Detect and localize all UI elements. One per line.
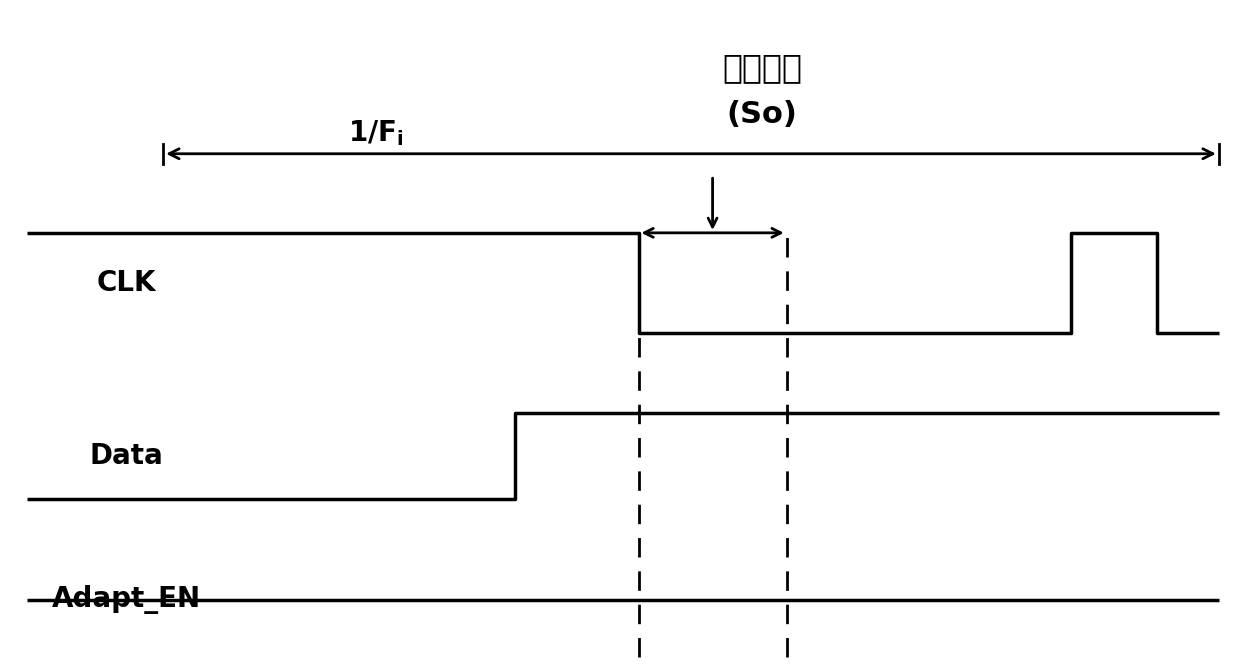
Text: CLK: CLK bbox=[97, 269, 156, 297]
Text: Data: Data bbox=[89, 442, 164, 470]
Text: 1/F$_\mathregular{i}$: 1/F$_\mathregular{i}$ bbox=[348, 118, 404, 148]
Text: 可调范围: 可调范围 bbox=[722, 51, 802, 84]
Text: Adapt_EN: Adapt_EN bbox=[52, 585, 201, 614]
Text: (So): (So) bbox=[727, 101, 797, 129]
